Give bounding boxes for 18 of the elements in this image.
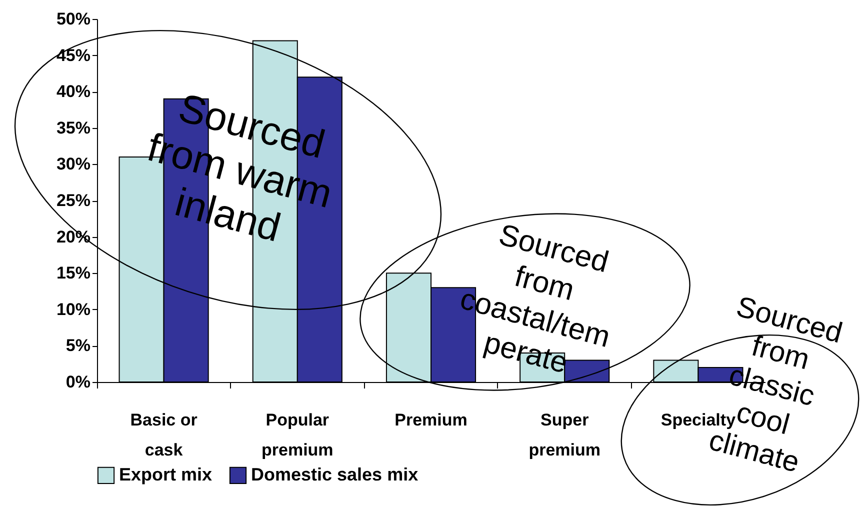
y-tick-label: 50%: [56, 10, 90, 28]
y-tick-label: 40%: [56, 82, 90, 102]
x-tick-label: Super premium: [528, 410, 600, 460]
legend-label: Domestic sales mix: [251, 464, 418, 484]
y-tick-label: 30%: [56, 154, 90, 174]
y-tick-label: 5%: [66, 336, 90, 356]
y-tick-label: 45%: [56, 46, 90, 65]
x-tick-label: Popular premium: [262, 410, 334, 460]
y-tick-label: 10%: [56, 300, 90, 319]
y-tick-label: 0%: [66, 372, 90, 392]
y-tick-label: 35%: [56, 118, 90, 138]
y-tick-label: 25%: [56, 191, 90, 210]
x-tick-label: Basic or cask: [130, 410, 198, 460]
x-tick-label: Premium: [394, 410, 468, 430]
annotation: Sourced from warm inland: [142, 86, 337, 250]
legend-label: Export mix: [119, 464, 212, 484]
x-tick-label: Specialty: [660, 410, 736, 430]
y-tick-label: 15%: [56, 264, 90, 283]
